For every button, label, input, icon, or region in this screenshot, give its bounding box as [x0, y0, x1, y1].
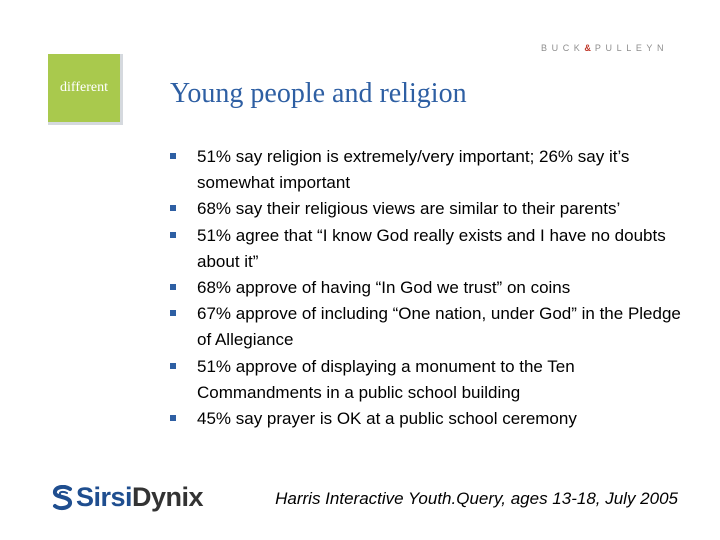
different-logo-text: different — [60, 80, 108, 95]
bullet-text: 45% say prayer is OK at a public school … — [197, 409, 577, 429]
square-bullet-icon — [170, 205, 176, 212]
company-name-sirsi: Sirsi — [76, 482, 133, 512]
brand-ampersand: & — [584, 43, 591, 53]
bullet-item: 67% approve of including “One nation, un… — [168, 301, 688, 353]
bullet-text: 51% agree that “I know God really exists… — [197, 225, 666, 271]
square-bullet-icon — [170, 153, 176, 159]
slide-title: Young people and religion — [170, 78, 467, 109]
bullet-item: 68% say their religious views are simila… — [168, 196, 688, 222]
bullet-item: 51% approve of displaying a monument to … — [168, 354, 688, 406]
bullet-text: 68% say their religious views are simila… — [197, 199, 621, 219]
bullet-text: 51% approve of displaying a monument to … — [197, 356, 575, 402]
bullet-item: 51% say religion is extremely/very impor… — [168, 144, 688, 196]
bullet-item: 68% approve of having “In God we trust” … — [168, 275, 688, 301]
company-name-dynix: Dynix — [132, 482, 204, 512]
bullet-text: 51% say religion is extremely/very impor… — [197, 147, 630, 193]
different-logo: different — [48, 54, 123, 125]
bullet-list: 51% say religion is extremely/very impor… — [168, 144, 688, 432]
brand-part2: PULLEYN — [594, 43, 669, 53]
sirsidynix-logo: SirsiDynix — [52, 482, 204, 512]
bullet-item: 45% say prayer is OK at a public school … — [168, 406, 688, 432]
bullet-text: 67% approve of including “One nation, un… — [197, 304, 681, 350]
company-name: SirsiDynix — [76, 482, 204, 512]
bullet-text: 68% approve of having “In God we trust” … — [197, 278, 571, 298]
source-citation: Harris Interactive Youth.Query, ages 13-… — [275, 489, 678, 508]
square-bullet-icon — [170, 310, 176, 317]
brand-part1: BUCK — [541, 43, 585, 53]
sirsidynix-swoosh-icon — [53, 484, 72, 510]
square-bullet-icon — [170, 362, 176, 369]
different-logo-tile: different — [48, 54, 120, 122]
square-bullet-icon — [170, 231, 176, 238]
square-bullet-icon — [170, 284, 176, 291]
bullet-item: 51% agree that “I know God really exists… — [168, 223, 688, 275]
buck-pulleyn-logo: BUCK& PULLEYN — [541, 43, 668, 53]
square-bullet-icon — [170, 415, 176, 422]
